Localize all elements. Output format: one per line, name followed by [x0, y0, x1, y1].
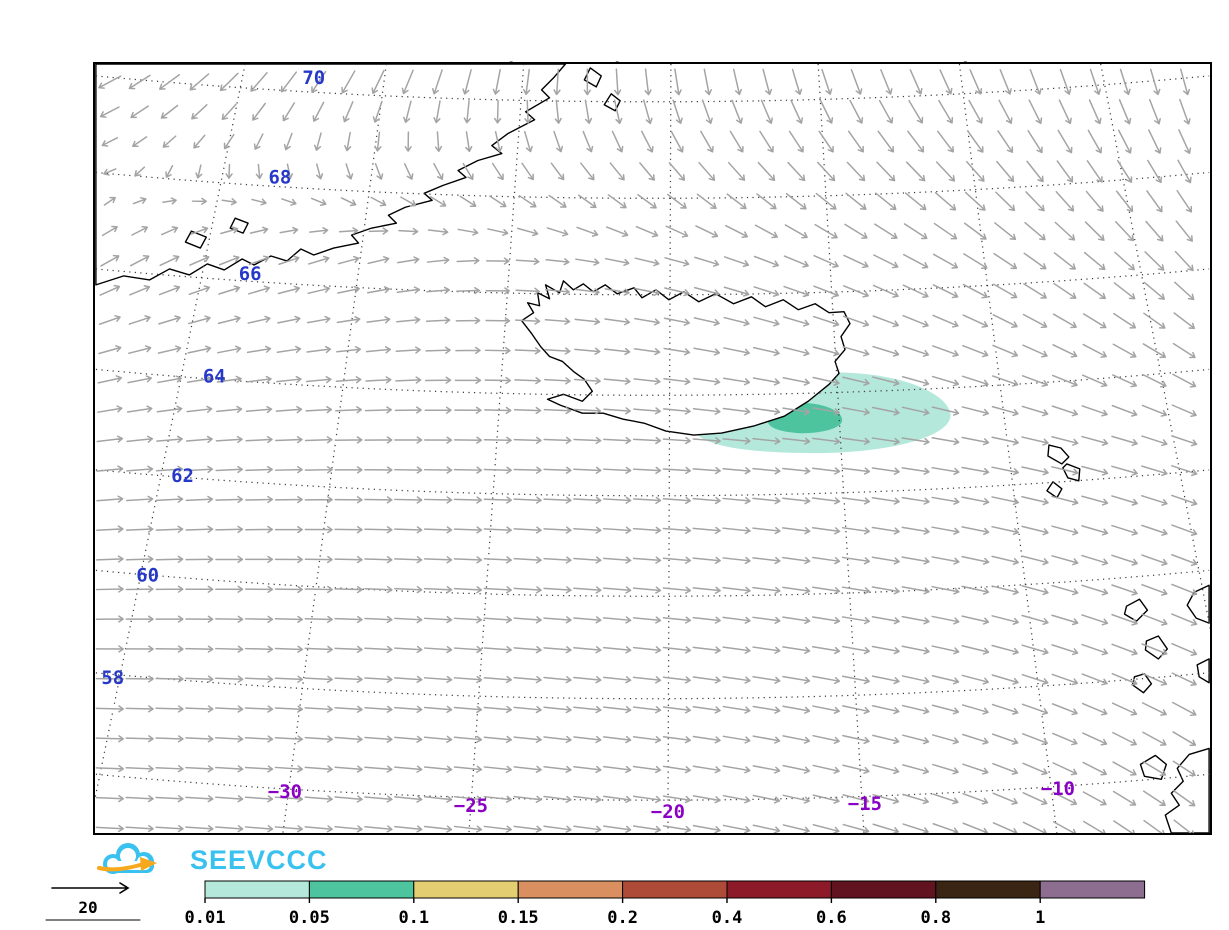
coastline [1123, 598, 1149, 622]
colorbar-tick-label: 0.05 [289, 908, 330, 928]
lat-label: 70 [302, 67, 325, 89]
longitude-line [1100, 64, 1210, 631]
colorbar-segment [622, 880, 728, 899]
coastline [1046, 481, 1063, 499]
lon-label: −25 [454, 795, 488, 817]
legend: 20 0.01 0.05 0.1 0.15 0.2 0.4 0.6 0.8 1 [45, 880, 1146, 928]
colorbar-segment [308, 880, 415, 899]
latitude-labels: 70 68 66 64 62 60 58 [101, 67, 325, 689]
lon-label: −30 [268, 781, 302, 803]
coastlines [95, 64, 1210, 833]
colorbar-tick-label: 0.15 [498, 908, 539, 928]
wind-arrow-field [95, 68, 1198, 833]
longitude-line [667, 64, 672, 833]
latitude-line [95, 268, 1210, 296]
seevccc-logo: SEEVCCC [96, 841, 328, 879]
colorbar-segment [413, 880, 519, 899]
coastline [583, 67, 602, 88]
wind-reference-arrow-icon [51, 882, 130, 894]
aot-colorbar: 0.01 0.05 0.1 0.15 0.2 0.4 0.6 0.8 1 [185, 880, 1146, 928]
colorbar-segment [1039, 880, 1146, 899]
longitude-line [468, 64, 525, 833]
lat-label: 64 [203, 365, 226, 387]
logo-text: SEEVCCC [190, 844, 328, 875]
wind-reference [45, 882, 141, 921]
lon-label: −10 [1041, 778, 1075, 800]
wind-reference-value: 20 [78, 898, 97, 917]
coastline [1164, 747, 1210, 833]
coastline [184, 230, 208, 249]
latitude-line [95, 171, 1210, 199]
colorbar-tick-label: 0.4 [712, 908, 743, 928]
cloud-arrow-logo-icon [97, 843, 157, 874]
colorbar-tick-label: 1 [1035, 908, 1045, 928]
lat-label: 60 [136, 564, 159, 586]
coastline [1196, 658, 1210, 684]
latitude-line [95, 569, 1210, 597]
coastline [520, 280, 851, 436]
colorbar-segment [726, 880, 832, 899]
lat-label: 62 [171, 465, 194, 487]
coastline [1144, 635, 1169, 660]
coastline [1062, 463, 1081, 482]
coastline [95, 64, 567, 286]
lat-label: 66 [239, 263, 262, 285]
latitude-line [95, 75, 1210, 103]
map-frame: 70 68 66 64 62 60 58 −30 −25 −20 −15 −10 [93, 62, 1212, 835]
lon-label: −20 [651, 801, 685, 823]
wind-arrows [95, 68, 1198, 833]
longitude-line [282, 64, 388, 833]
latitude-line [95, 773, 1210, 801]
colorbar-segment [935, 880, 1041, 899]
colorbar-segment [204, 880, 310, 899]
colorbar-segment [830, 880, 937, 899]
latitude-line [95, 672, 1210, 700]
arrow-icon [97, 857, 157, 872]
longitude-line [817, 64, 865, 833]
colorbar-tick-label: 0.01 [185, 908, 226, 928]
longitude-line [958, 64, 1058, 833]
longitude-labels: −30 −25 −20 −15 −10 [268, 778, 1075, 823]
coastline [603, 93, 621, 112]
colorbar-tick-label: 0.8 [920, 908, 951, 928]
colorbar-tick-label: 0.6 [816, 908, 847, 928]
weather-map: 70 68 66 64 62 60 58 −30 −25 −20 −15 −10 [95, 64, 1210, 833]
colorbar-tick-label: 0.1 [398, 908, 429, 928]
latitude-line [95, 368, 1210, 396]
lat-label: 68 [269, 166, 292, 188]
lat-label: 58 [101, 667, 124, 689]
lon-label: −15 [848, 793, 882, 815]
coastline [1047, 444, 1070, 465]
colorbar-tick-label: 0.2 [607, 908, 638, 928]
graticule [95, 64, 1210, 833]
latitude-line [95, 469, 1210, 497]
colorbar-segment [517, 880, 624, 899]
